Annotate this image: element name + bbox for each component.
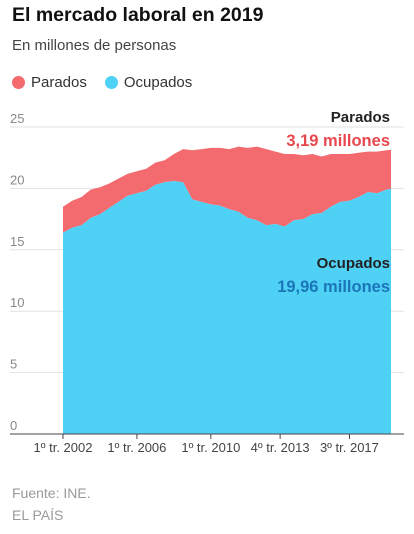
y-tick-label-0: 0 — [10, 418, 17, 433]
legend-label-ocupados: Ocupados — [123, 74, 193, 91]
chart-title: El mercado laboral en 2019 — [12, 4, 264, 26]
x-tick-labels: 1º tr. 2002 1º tr. 2006 1º tr. 2010 4º tr. … — [34, 440, 379, 455]
annotation-parados-value: 3,19 millones — [286, 132, 390, 150]
annotations: Parados 3,19 millones Ocupados 19,96 mil… — [277, 109, 390, 296]
x-axis — [10, 433, 404, 439]
legend-item-ocupados: Ocupados — [104, 74, 193, 91]
area-series — [63, 146, 391, 434]
source-note: Fuente: INE. — [12, 485, 91, 501]
y-tick-label-5: 5 — [10, 357, 17, 372]
y-tick-label-10: 10 — [10, 295, 24, 310]
chart-subtitle: En millones de personas — [12, 37, 177, 54]
legend-label-parados: Parados — [31, 74, 87, 91]
area-ocupados — [63, 181, 391, 434]
legend-dot-ocupados-icon — [104, 76, 118, 89]
y-tick-label-15: 15 — [10, 234, 24, 249]
annotation-parados-label: Parados — [331, 109, 390, 126]
legend: Parados Ocupados — [12, 74, 210, 91]
y-tick-label-20: 20 — [10, 172, 24, 187]
publisher-credit: EL PAÍS — [12, 507, 64, 523]
x-tick-label-1: 1º tr. 2006 — [107, 440, 166, 455]
x-tick-label-3: 4º tr. 2013 — [251, 440, 310, 455]
legend-item-parados: Parados — [12, 74, 87, 91]
x-tick-label-4: 3º tr. 2017 — [320, 440, 379, 455]
y-tick-labels: 0 5 10 15 20 25 — [10, 111, 24, 433]
area-parados — [63, 146, 391, 233]
x-tick-label-0: 1º tr. 2002 — [34, 440, 93, 455]
annotation-ocupados-value: 19,96 millones — [277, 278, 390, 296]
annotation-ocupados-label: Ocupados — [317, 255, 390, 272]
y-tick-label-25: 25 — [10, 111, 24, 126]
x-tick-label-2: 1º tr. 2010 — [181, 440, 240, 455]
legend-dot-parados-icon — [12, 76, 25, 89]
